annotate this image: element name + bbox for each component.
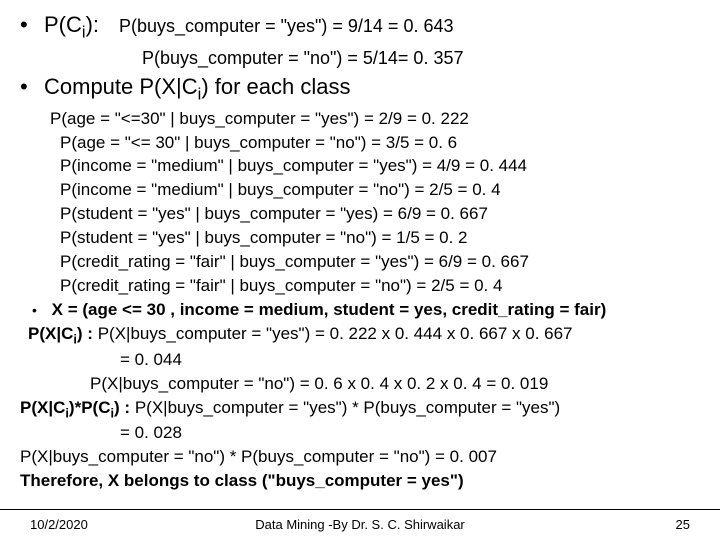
posta: P(X|C — [20, 398, 65, 417]
post-no: P(X|buys_computer = "no") * P(buys_compu… — [20, 446, 700, 469]
postc: ) : — [114, 398, 130, 417]
calc-l4: P(income = "medium" | buys_computer = "n… — [20, 179, 700, 202]
therefore: Therefore, X belongs to class ("buys_com… — [20, 470, 700, 493]
post-label: P(X|Ci)*P(Ci) : — [20, 398, 135, 417]
calc-l1: P(age = "<=30" | buys_computer = "yes") … — [20, 108, 700, 131]
footer-page: 25 — [676, 517, 690, 532]
calc-l3: P(income = "medium" | buys_computer = "y… — [20, 155, 700, 178]
mini-bullet: • — [32, 302, 37, 318]
pxcb: ) : — [77, 324, 93, 343]
calc-l5: P(student = "yes" | buys_computer = "yes… — [20, 203, 700, 226]
x-def-row: • X = (age <= 30 , income = medium, stud… — [20, 299, 700, 322]
calc-l8: P(credit_rating = "fair" | buys_computer… — [20, 275, 700, 298]
post-yes: P(X|buys_computer = "yes") * P(buys_comp… — [135, 398, 560, 417]
footer-center: Data Mining -By Dr. S. C. Shirwaikar — [255, 517, 465, 532]
prior-1: P(buys_computer = "yes") = 9/14 = 0. 643 — [119, 14, 453, 38]
post-yes-val: = 0. 028 — [20, 422, 700, 445]
b1-suffix: ): — [86, 12, 99, 37]
calc-l6: P(student = "yes" | buys_computer = "no"… — [20, 227, 700, 250]
pxca: P(X|C — [28, 324, 73, 343]
x-def: X = (age <= 30 , income = medium, studen… — [52, 300, 607, 319]
calc-l7: P(credit_rating = "fair" | buys_computer… — [20, 251, 700, 274]
calc-l2: P(age = "<= 30" | buys_computer = "no") … — [20, 132, 700, 155]
bullet-1-text: P(Ci): — [44, 10, 99, 44]
footer: 10/2/2020 Data Mining -By Dr. S. C. Shir… — [0, 517, 720, 532]
pxc-yes-val: = 0. 044 — [20, 349, 700, 372]
pxc-row: P(X|Ci) : P(X|buys_computer = "yes") = 0… — [20, 323, 700, 348]
post-row: P(X|Ci)*P(Ci) : P(X|buys_computer = "yes… — [20, 397, 700, 422]
b1-prefix: P(C — [44, 12, 82, 37]
footer-date: 10/2/2020 — [30, 517, 88, 532]
bullet-row-2: • Compute P(X|Ci) for each class — [20, 72, 700, 106]
bullet-row-1: • P(Ci): P(buys_computer = "yes") = 9/14… — [20, 10, 700, 44]
b2a: Compute P(X|C — [44, 74, 198, 99]
bullet-2-text: Compute P(X|Ci) for each class — [44, 72, 351, 106]
bullet-dot-2: • — [20, 72, 32, 102]
pxc-label: P(X|Ci) : — [28, 324, 98, 343]
bullet-dot: • — [20, 10, 32, 40]
slide-content: • P(Ci): P(buys_computer = "yes") = 9/14… — [20, 10, 700, 493]
postb: )*P(C — [69, 398, 111, 417]
pxc-no: P(X|buys_computer = "no") = 0. 6 x 0. 4 … — [20, 373, 700, 396]
footer-divider — [0, 509, 720, 510]
pxc-yes: P(X|buys_computer = "yes") = 0. 222 x 0.… — [98, 324, 573, 343]
prior-2: P(buys_computer = "no") = 5/14= 0. 357 — [20, 46, 700, 70]
b2b: ) for each class — [201, 74, 350, 99]
